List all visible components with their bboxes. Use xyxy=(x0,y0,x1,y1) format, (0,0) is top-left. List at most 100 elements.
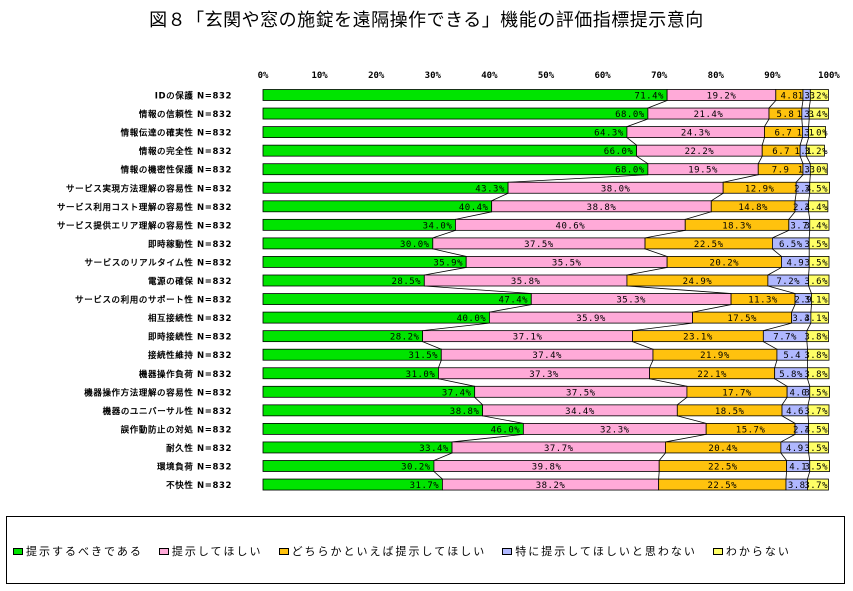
x-tick-label: 30% xyxy=(425,71,442,81)
data-label: 3.4 xyxy=(792,314,810,324)
data-label: 22.5% xyxy=(708,481,738,491)
data-label: 7.7% xyxy=(773,333,797,343)
data-label: 4.1 xyxy=(789,463,807,473)
series-connector-line xyxy=(799,156,804,164)
data-label: 24.9% xyxy=(683,277,713,287)
data-label: 2.4 xyxy=(793,425,811,435)
data-label: 4.6 xyxy=(786,407,804,417)
data-label: 20.4% xyxy=(708,444,738,454)
data-label: 7.2% xyxy=(776,277,800,287)
data-label: 3.5% xyxy=(804,425,828,435)
bar-segment xyxy=(262,181,509,194)
series-connector-line xyxy=(626,285,732,294)
series-connector-line xyxy=(489,304,532,313)
category-label: 機器操作方法理解の容易性 N=832 xyxy=(84,387,232,398)
data-label: 11.3% xyxy=(748,296,778,306)
legend-label: 提示するべきである xyxy=(26,545,143,558)
bar-segment xyxy=(262,126,628,138)
data-label: 46.0% xyxy=(491,425,521,435)
data-label: 34.0% xyxy=(423,221,453,231)
data-label: 3.8% xyxy=(804,370,828,380)
data-label: 3.5% xyxy=(804,444,828,454)
legend-item: 提示するべきである xyxy=(13,543,143,559)
data-label: 35.5% xyxy=(552,258,582,268)
legend-items: 提示するべきである 提示してほしい どちらかといえば提示してほしい 特に提示してほしい… xyxy=(13,543,807,559)
data-label: 21.9% xyxy=(700,351,730,361)
series-connector-line xyxy=(649,360,654,368)
category-label: 誤作動防止の対処 N=832 xyxy=(121,424,232,435)
data-label: 22.5% xyxy=(708,463,738,473)
data-label: 33.4% xyxy=(419,444,449,454)
series-connector-line xyxy=(781,397,788,406)
series-connector-line xyxy=(808,211,811,220)
category-label: 不快性 N=832 xyxy=(166,480,232,491)
category-label: 環境負荷 N=832 xyxy=(157,462,232,473)
bar-segment xyxy=(806,330,829,343)
legend-swatch xyxy=(278,547,289,555)
legend-label: わからない xyxy=(725,545,791,558)
data-label: 14.8% xyxy=(738,203,768,213)
series-connector-line xyxy=(757,155,763,164)
data-label: 12.9% xyxy=(745,184,775,194)
data-label: 22.5% xyxy=(694,240,724,250)
data-label: 38.8% xyxy=(587,203,617,213)
series-connector-line xyxy=(491,192,509,202)
series-connector-line xyxy=(791,304,796,313)
data-label: 39.8% xyxy=(532,463,562,473)
data-label: 3.8% xyxy=(804,351,828,361)
data-label: 37.4% xyxy=(442,388,472,398)
series-connector-line xyxy=(632,322,693,332)
series-connector-line xyxy=(626,118,649,127)
data-label: 22.2% xyxy=(685,147,715,157)
category-label: 電源の確保 N=832 xyxy=(148,276,232,287)
series-connector-line xyxy=(767,285,796,294)
x-tick-label: 80% xyxy=(708,71,725,81)
data-label: 3.7 xyxy=(790,221,808,231)
series-connector-line xyxy=(808,230,811,238)
data-label: 3.4% xyxy=(804,110,828,120)
bar-segment xyxy=(811,293,830,305)
bar-segment xyxy=(808,441,829,454)
series-connector-line xyxy=(636,155,649,165)
series-connector-line xyxy=(774,360,778,368)
legend-item: 提示してほしい xyxy=(158,543,263,559)
category-label: 情報伝達の確実性 N=832 xyxy=(120,128,232,139)
data-label: 7.9 xyxy=(772,166,790,176)
data-label: 43.3% xyxy=(475,184,505,194)
data-label: 20.2% xyxy=(709,258,739,268)
data-label: 3.5% xyxy=(804,184,828,194)
bar-segment xyxy=(808,256,830,268)
bar-segment xyxy=(262,163,649,176)
data-label: 23.1% xyxy=(683,333,713,343)
data-label: 3.5% xyxy=(804,388,828,398)
legend-label: 特に提示してほしいと思わない xyxy=(515,545,697,558)
data-label: 2.4 xyxy=(793,203,811,213)
data-label: 2.4 xyxy=(794,184,812,194)
data-label: 3.1% xyxy=(804,296,828,306)
data-label: 24.3% xyxy=(681,129,711,139)
series-connector-line xyxy=(788,211,796,220)
category-label: 即時接続性 N=832 xyxy=(148,332,232,343)
bar-segment xyxy=(808,237,830,250)
category-label: 即時稼動性 N=832 xyxy=(148,239,232,250)
bar-segment xyxy=(809,385,830,398)
series-connector-line xyxy=(806,155,811,164)
legend-item: わからない xyxy=(712,543,791,559)
data-label: 6.5% xyxy=(779,240,803,250)
data-label: 68.0% xyxy=(615,110,645,120)
bar-segment xyxy=(809,181,830,194)
data-label: 2.9 xyxy=(794,296,812,306)
x-tick-label: 40% xyxy=(481,71,498,81)
x-tick-label: 60% xyxy=(594,71,611,81)
legend-swatch xyxy=(13,547,23,555)
data-label: 15.7% xyxy=(736,425,766,435)
bar-segment xyxy=(262,422,524,435)
data-label: 32.3% xyxy=(600,425,630,435)
data-label: 28.2% xyxy=(390,333,420,343)
series-connector-line xyxy=(808,193,811,201)
data-label: 35.9% xyxy=(576,314,606,324)
data-label: 3.4% xyxy=(804,203,828,213)
data-label: 38.2% xyxy=(536,481,566,491)
series-connector-line xyxy=(677,396,688,406)
series-connector-line xyxy=(647,100,668,109)
